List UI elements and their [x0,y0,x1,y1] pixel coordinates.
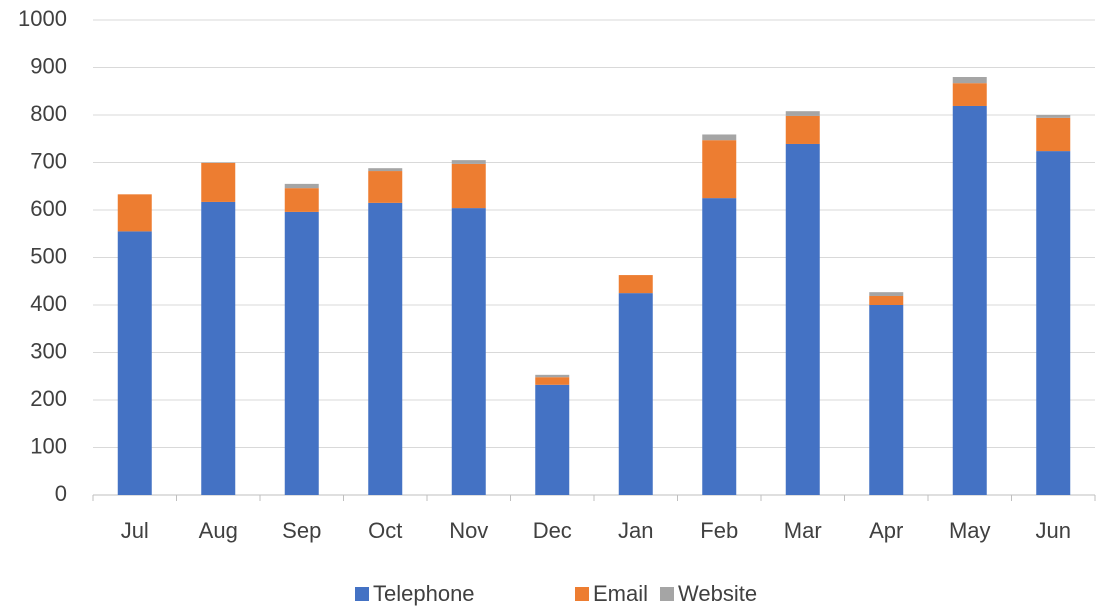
y-tick-label: 200 [30,386,67,411]
bar-segment [451,208,486,495]
bar-segment [702,134,737,141]
bar-segment [368,171,403,203]
legend-swatch [575,587,589,601]
x-tick-label: Aug [199,518,238,543]
x-tick-label: Mar [784,518,822,543]
x-tick-label: Nov [449,518,488,543]
legend-label: Email [593,581,648,606]
x-tick-label: Oct [368,518,402,543]
legend-label: Telephone [373,581,475,606]
bar-segment [952,83,987,106]
bar-segment [451,163,486,209]
bar-segment [869,295,904,305]
bar-segment [368,168,403,172]
bar-segment [368,202,403,495]
y-tick-label: 0 [55,481,67,506]
x-tick-label: Jul [121,518,149,543]
bar-segment [952,77,987,84]
bar-segment [535,384,570,495]
y-tick-label: 700 [30,148,67,173]
bar-segment [1036,117,1071,152]
bar-segment [284,183,319,189]
y-tick-label: 900 [30,53,67,78]
bar-segment [618,275,653,294]
bar-segment [117,194,152,232]
x-tick-label: Apr [869,518,903,543]
bar-segment [702,198,737,495]
bar-segment [785,115,820,144]
bar-segment [618,293,653,495]
x-tick-label: Sep [282,518,321,543]
bar-segment [451,160,486,164]
y-tick-label: 300 [30,338,67,363]
x-tick-label: May [949,518,991,543]
bar-segment [869,292,904,296]
legend-label: Website [678,581,757,606]
x-tick-label: Jan [618,518,653,543]
bar-segment [535,377,570,385]
bar-segment [1036,151,1071,495]
bar-segment [284,211,319,495]
x-tick-label: Dec [533,518,572,543]
legend-swatch [660,587,674,601]
legend-swatch [355,587,369,601]
bar-segment [785,143,820,495]
bar-segment [1036,115,1071,118]
x-tick-label: Feb [700,518,738,543]
x-tick-label: Jun [1036,518,1071,543]
y-tick-label: 1000 [18,6,67,31]
y-tick-label: 800 [30,101,67,126]
bar-segment [535,374,570,378]
bar-segment [952,105,987,495]
y-tick-label: 500 [30,243,67,268]
y-tick-label: 600 [30,196,67,221]
bar-segment [201,201,236,496]
bar-segment [284,188,319,212]
bar-segment [785,111,820,116]
bar-segment [201,162,236,202]
y-tick-label: 400 [30,291,67,316]
bar-segment [702,140,737,199]
y-tick-label: 100 [30,433,67,458]
bar-segment [117,231,152,495]
bar-segment [869,305,904,495]
